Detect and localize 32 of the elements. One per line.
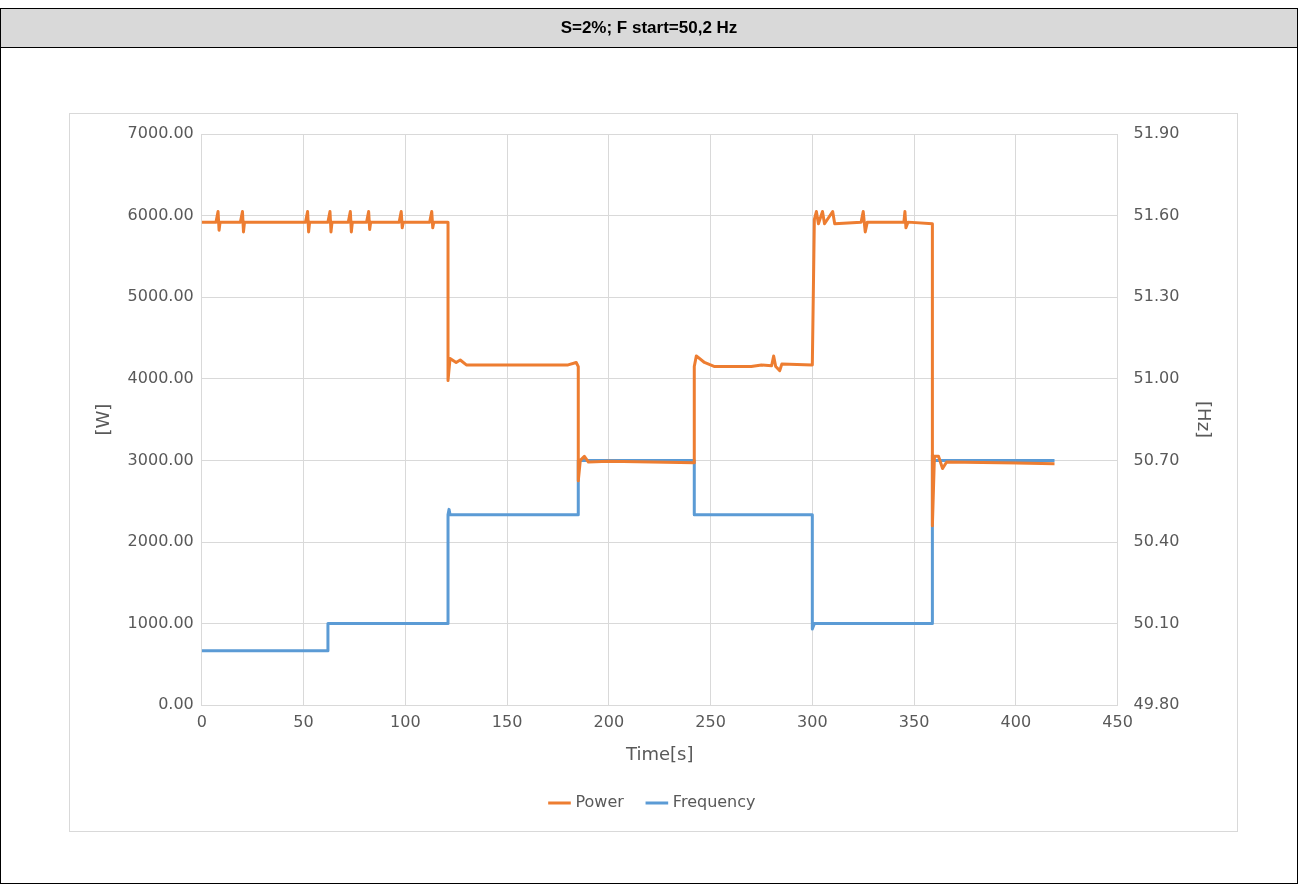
x-tick-label: 150	[491, 711, 523, 731]
x-tick-label: 300	[797, 711, 828, 731]
x-axis-title: Time[s]	[624, 742, 694, 764]
x-tick-label: 400	[1000, 711, 1032, 731]
y2-tick-label: 49.80	[1133, 694, 1180, 714]
y2-tick-label: 51.90	[1133, 123, 1180, 143]
y2-axis-title: [Hz]	[1193, 401, 1215, 439]
y2-tick-label: 51.60	[1133, 204, 1180, 224]
y2-tick-label: 51.30	[1133, 286, 1180, 306]
y2-tick-label: 51.00	[1133, 367, 1180, 387]
y-tick-label: 4000.00	[127, 367, 194, 387]
y2-tick-label: 50.10	[1133, 612, 1180, 632]
y-tick-label: 1000.00	[127, 612, 194, 632]
legend-label: Frequency	[672, 792, 756, 812]
x-tick-label: 100	[390, 711, 421, 731]
x-tick-label: 200	[593, 711, 625, 731]
y-tick-label: 0.00	[158, 694, 194, 714]
y-tick-label: 2000.00	[127, 531, 194, 551]
y2-tick-label: 50.70	[1133, 449, 1180, 469]
chart-title: S=2%; F start=50,2 Hz	[1, 9, 1297, 48]
y2-tick-label: 50.40	[1133, 531, 1180, 551]
legend-label: Power	[575, 792, 625, 812]
y-tick-label: 7000.00	[127, 123, 194, 143]
y-tick-label: 3000.00	[127, 449, 194, 469]
x-tick-label: 250	[695, 711, 726, 731]
y-tick-label: 6000.00	[127, 204, 194, 224]
x-tick-label: 50	[293, 711, 314, 731]
y-tick-label: 5000.00	[127, 286, 194, 306]
y-axis-title: [W]	[92, 403, 114, 436]
x-tick-label: 0	[196, 711, 207, 731]
x-tick-label: 350	[898, 711, 930, 731]
x-tick-label: 450	[1102, 711, 1133, 731]
